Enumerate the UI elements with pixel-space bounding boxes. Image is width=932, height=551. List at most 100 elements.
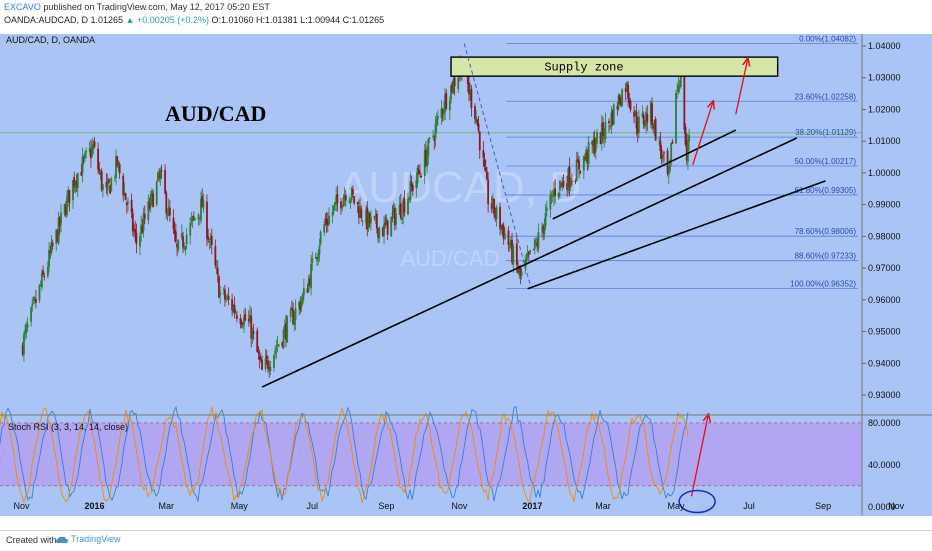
candle-body — [275, 348, 278, 350]
candle-body — [643, 123, 646, 127]
candle-body — [373, 216, 376, 218]
candle-body — [80, 172, 83, 176]
candle-body — [390, 216, 393, 237]
candle-body — [675, 93, 677, 144]
candle-body — [492, 197, 494, 208]
candle-body — [110, 178, 113, 191]
candle-body — [457, 77, 460, 89]
candle-body — [452, 79, 455, 93]
trendline — [552, 129, 737, 220]
candle-body — [147, 201, 150, 221]
rsi-series-line — [0, 405, 689, 502]
candle-body — [600, 123, 603, 142]
candle-body — [626, 82, 628, 91]
candle-body — [611, 110, 614, 125]
candle-body — [298, 301, 301, 307]
candle-body — [84, 152, 86, 159]
candle-body — [31, 303, 34, 307]
candle-body — [168, 207, 171, 216]
candle-body — [190, 219, 193, 221]
candle-body — [50, 241, 53, 254]
candle-body — [554, 188, 557, 196]
fib-label: 50.00%(1.00217) — [795, 157, 857, 166]
candle-body — [411, 184, 414, 192]
candle-body — [688, 135, 691, 142]
candle-body — [408, 197, 411, 199]
candle-body — [651, 103, 653, 126]
candle-body — [542, 225, 545, 233]
oscillator-panel — [0, 405, 862, 514]
candle-body — [384, 222, 387, 225]
supply-zone-label: Supply zone — [544, 61, 623, 75]
candle-body — [535, 242, 537, 244]
candle-body — [669, 160, 671, 172]
candle-body — [604, 121, 607, 140]
chart-svg[interactable]: AUDCAD, D AUD/CAD 0.00%(1.04082) 23.60%(1.0… — [0, 34, 932, 516]
candle-body — [550, 194, 553, 197]
candle-body — [240, 321, 243, 326]
candle-body — [118, 163, 121, 174]
fib-label: 100.00%(0.96352) — [790, 280, 856, 289]
candle-body — [182, 236, 184, 248]
candle-body — [649, 101, 652, 124]
candle-body — [453, 77, 456, 86]
candle-body — [183, 246, 186, 249]
candle-body — [289, 309, 292, 317]
candle-body — [663, 152, 665, 154]
candle-body — [618, 94, 621, 104]
price-tick-label: 1.03000 — [868, 73, 901, 83]
candle-body — [328, 215, 330, 225]
candle-body — [113, 176, 116, 178]
candle-body — [567, 168, 570, 191]
candle-body — [468, 83, 470, 95]
candle-body — [33, 297, 36, 301]
candle-body — [399, 203, 402, 219]
candle-body — [49, 250, 52, 253]
candle-body — [26, 323, 29, 328]
candle-body — [621, 89, 624, 106]
candle-body — [499, 206, 501, 229]
candle-body — [477, 123, 480, 131]
tradingview-logo[interactable]: TradingView — [56, 534, 121, 544]
candle-body — [419, 172, 421, 174]
candle-body — [66, 196, 68, 216]
x-tick-label: Jul — [307, 501, 319, 511]
candle-body — [283, 325, 286, 331]
candle-body — [420, 175, 423, 178]
candle-body — [450, 85, 452, 100]
watermark-symbol: AUDCAD, D — [339, 163, 581, 212]
x-tick-label: Nov — [14, 501, 31, 511]
projection-arrow — [692, 102, 713, 166]
candle-body — [325, 218, 328, 225]
candle-body — [308, 278, 311, 286]
candle-body — [466, 71, 469, 85]
candle-body — [198, 217, 201, 219]
supply-zone-box — [450, 56, 779, 77]
candle-body — [353, 196, 356, 204]
candle-body — [90, 149, 92, 159]
candle-body — [537, 232, 540, 249]
candle-body — [197, 214, 200, 220]
candle-body — [609, 125, 612, 127]
candle-body — [314, 257, 317, 259]
author-link[interactable]: EXCAVO — [4, 2, 41, 12]
candle-body — [73, 177, 76, 187]
candle-body — [652, 126, 655, 129]
candle-body — [141, 226, 144, 233]
candle-body — [51, 242, 54, 246]
candle-body — [131, 213, 134, 232]
candle-body — [209, 237, 212, 240]
candle-body — [578, 160, 580, 170]
candle-body — [553, 190, 555, 197]
candle-body — [428, 137, 431, 139]
price-tick-label: 0.93000 — [868, 390, 901, 400]
candle-body — [91, 146, 94, 156]
candle-body — [603, 137, 606, 139]
candle-body — [311, 258, 314, 263]
price-tick-label: 1.02000 — [868, 104, 901, 114]
candle-body — [410, 183, 413, 186]
symbol-ohlc: OANDA:AUDCAD, D 1.01265 ▲ +0.00205 (+0.2… — [4, 15, 384, 25]
chart-area[interactable]: AUDCAD, D AUD/CAD 0.00%(1.04082) 23.60%(1.0… — [0, 34, 932, 516]
x-tick-label: Mar — [159, 501, 175, 511]
candle-body — [398, 204, 401, 215]
